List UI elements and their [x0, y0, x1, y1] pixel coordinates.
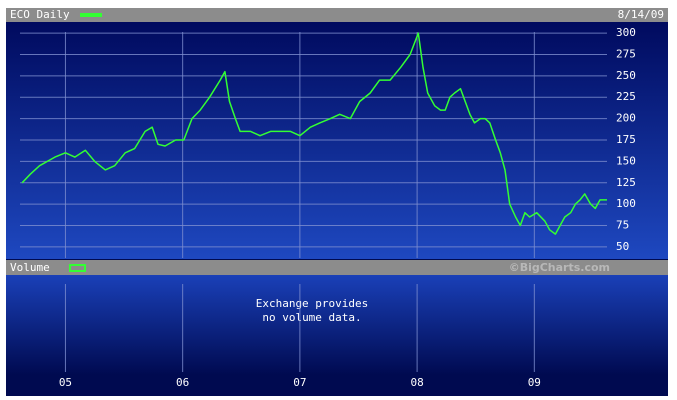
volume-panel [6, 275, 668, 375]
x-tick-label: 05 [59, 376, 72, 389]
volume-swatch [69, 264, 86, 272]
volume-note: no volume data. [262, 311, 361, 324]
x-tick-label: 06 [176, 376, 189, 389]
y-tick-label: 300 [616, 26, 636, 39]
chart-title: ECO Daily [10, 8, 70, 21]
y-tick-label: 175 [616, 133, 636, 146]
header-bar [6, 8, 668, 22]
legend-swatch [80, 13, 102, 17]
watermark: ©BigCharts.com [509, 261, 610, 274]
x-tick-label: 07 [293, 376, 306, 389]
y-tick-label: 150 [616, 154, 636, 167]
date-label: 8/14/09 [618, 8, 664, 21]
y-tick-label: 125 [616, 176, 636, 189]
x-tick-label: 09 [528, 376, 541, 389]
price-line [21, 32, 607, 235]
volume-bar [6, 260, 668, 275]
y-tick-label: 50 [616, 240, 629, 253]
y-tick-label: 275 [616, 47, 636, 60]
x-tick-label: 08 [410, 376, 423, 389]
y-tick-label: 200 [616, 112, 636, 125]
volume-note: Exchange provides [256, 297, 369, 310]
y-tick-label: 250 [616, 69, 636, 82]
y-tick-label: 75 [616, 219, 629, 232]
y-tick-label: 225 [616, 90, 636, 103]
volume-label: Volume [10, 261, 50, 274]
y-tick-label: 100 [616, 197, 636, 210]
